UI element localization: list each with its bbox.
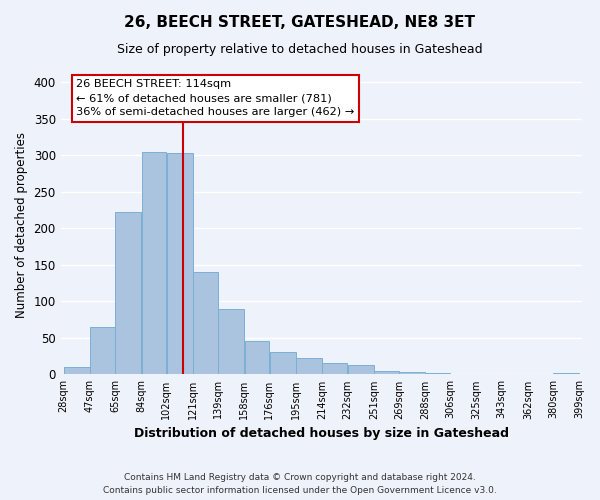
Bar (425, 373, 450, 374)
Text: Contains public sector information licensed under the Open Government Licence v3: Contains public sector information licen… (103, 486, 497, 495)
Text: Contains HM Land Registry data © Crown copyright and database right 2024.: Contains HM Land Registry data © Crown c… (124, 472, 476, 482)
Bar (347, 365, 374, 374)
Bar (193, 272, 218, 374)
Bar (374, 371, 398, 374)
Bar (399, 372, 425, 374)
Bar (322, 362, 347, 374)
Bar (245, 341, 269, 374)
Text: 26 BEECH STREET: 114sqm
← 61% of detached houses are smaller (781)
36% of semi-d: 26 BEECH STREET: 114sqm ← 61% of detache… (76, 80, 355, 118)
Text: Size of property relative to detached houses in Gateshead: Size of property relative to detached ho… (117, 42, 483, 56)
Bar (142, 152, 166, 374)
Text: 26, BEECH STREET, GATESHEAD, NE8 3ET: 26, BEECH STREET, GATESHEAD, NE8 3ET (125, 15, 476, 30)
Bar (167, 153, 193, 374)
Bar (64, 367, 89, 374)
Y-axis label: Number of detached properties: Number of detached properties (15, 132, 28, 318)
Bar (553, 373, 580, 374)
Bar (115, 212, 141, 374)
Bar (269, 352, 296, 374)
Bar (296, 358, 322, 374)
Bar (90, 327, 115, 374)
Bar (218, 308, 244, 374)
X-axis label: Distribution of detached houses by size in Gateshead: Distribution of detached houses by size … (134, 427, 509, 440)
